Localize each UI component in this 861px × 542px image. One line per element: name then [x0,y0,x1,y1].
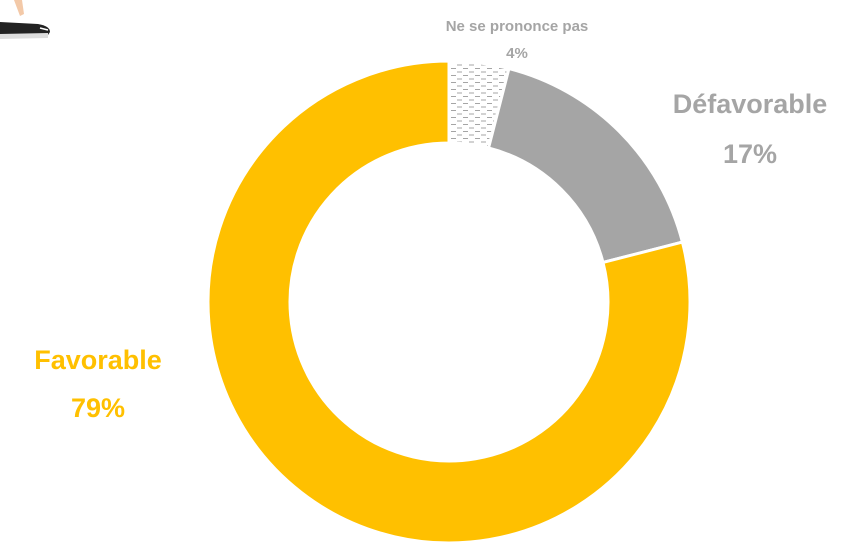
donut-slice [206,59,692,542]
value-label: 79% [71,393,125,423]
value-label: 4% [506,45,528,62]
shoe-icon [0,0,50,39]
value-label: 17% [723,139,777,169]
category-label: Défavorable [673,89,828,119]
category-label: Favorable [34,345,162,375]
donut-slice [486,66,685,265]
category-label: Ne se prononce pas [446,18,589,35]
